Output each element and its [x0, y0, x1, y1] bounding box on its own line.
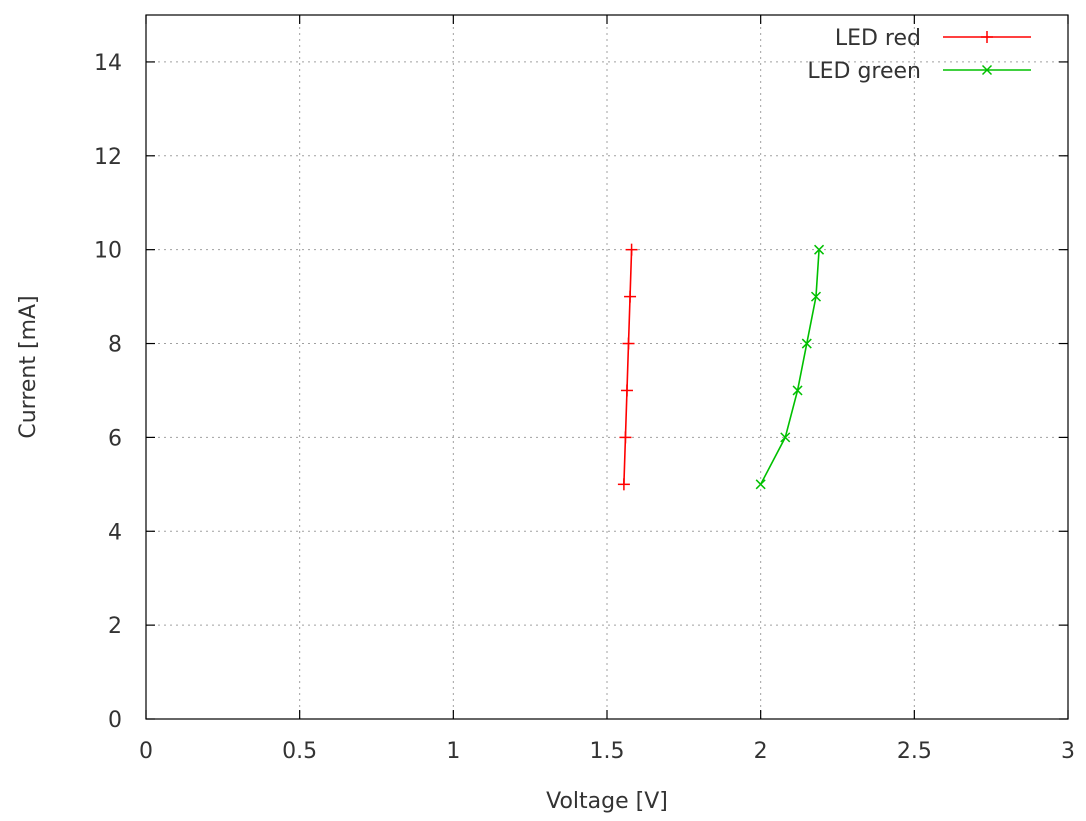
y-tick-label: 4	[108, 520, 122, 545]
y-tick-label: 14	[94, 51, 122, 76]
y-tick-labels: 0 2 4 6 8 10 12 14	[94, 51, 122, 733]
data-point-led-green	[810, 291, 822, 302]
data-point-led-green	[801, 338, 812, 349]
y-tick-label: 0	[108, 708, 122, 733]
y-tick-label: 8	[108, 333, 122, 358]
legend-entry-led-green: LED green	[807, 59, 1031, 84]
plot-frame	[145, 14, 1069, 720]
legend-label: LED red	[835, 26, 921, 51]
marker-stroke	[780, 432, 791, 443]
marker-stroke	[981, 64, 993, 76]
series-led-green	[755, 244, 825, 490]
data-point-led-green	[755, 479, 766, 490]
data-point-led-green	[814, 244, 825, 255]
grid	[146, 15, 1068, 719]
marker-stroke	[755, 479, 766, 490]
series-line-led-green	[759, 249, 820, 485]
series-line-led-red	[623, 249, 633, 485]
legend-label: LED green	[807, 59, 921, 84]
data-point-led-green	[792, 385, 803, 396]
x-axis-title: Voltage [V]	[546, 789, 668, 814]
marker-stroke	[814, 244, 825, 255]
series-led-red	[617, 243, 638, 491]
x-tick-label: 1	[446, 739, 460, 764]
x-tick-label: 2	[754, 739, 768, 764]
y-tick-label: 10	[94, 239, 122, 264]
marker-stroke	[792, 385, 803, 396]
y-tick-label: 6	[108, 426, 122, 451]
y-axis-title: Current [mA]	[16, 295, 41, 438]
marker-stroke	[810, 291, 822, 302]
legend-marker	[981, 64, 993, 76]
data-point-led-red	[617, 478, 630, 491]
y-tick-label: 12	[94, 145, 122, 170]
legend-entry-led-red: LED red	[835, 26, 1031, 51]
data-point-led-red	[619, 431, 632, 444]
data-point-led-red	[622, 337, 635, 350]
data-point-led-red	[620, 384, 633, 397]
axis-ticks	[145, 15, 1069, 720]
x-tick-labels: 0 0.5 1 1.5 2 2.5 3	[139, 739, 1075, 764]
x-tick-label: 3	[1061, 739, 1075, 764]
data-point-led-red	[625, 243, 638, 256]
data-point-led-red	[624, 290, 637, 303]
data-point-led-green	[780, 432, 791, 443]
marker-stroke	[801, 338, 812, 349]
x-tick-label: 1.5	[590, 739, 625, 764]
x-tick-label: 0.5	[282, 739, 317, 764]
series-layer	[617, 243, 825, 491]
x-tick-label: 2.5	[897, 739, 932, 764]
legend: LED red LED green	[807, 26, 1031, 84]
legend-marker	[981, 31, 993, 43]
x-tick-label: 0	[139, 739, 153, 764]
y-tick-label: 2	[108, 614, 122, 639]
